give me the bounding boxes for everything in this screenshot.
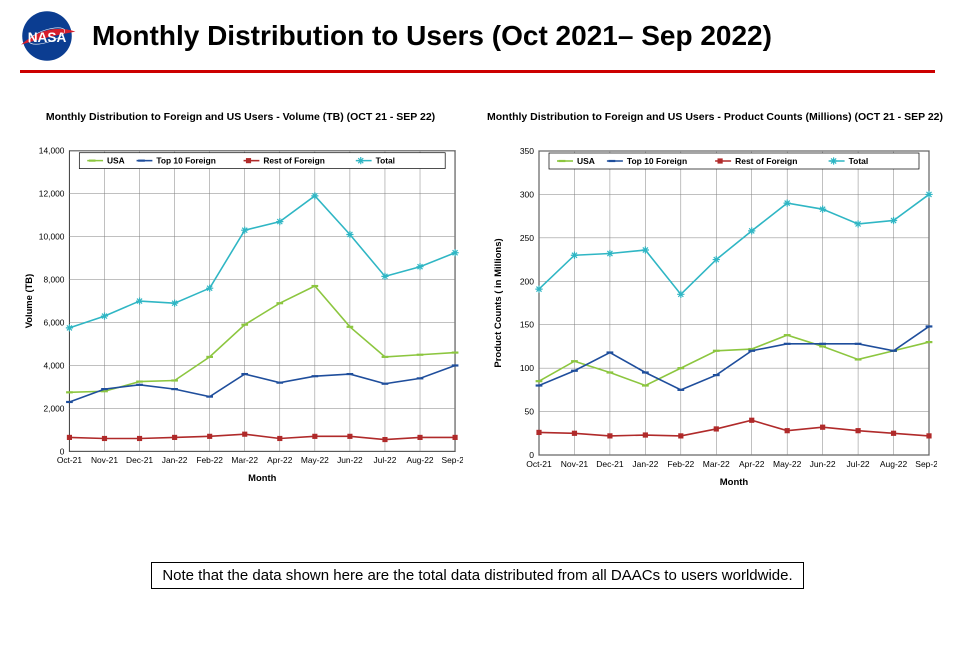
chart-volume-svg: 02,0004,0006,0008,00010,00012,00014,000O… [18,129,463,505]
svg-text:Feb-22: Feb-22 [667,459,694,469]
page-title: Monthly Distribution to Users (Oct 2021–… [92,21,772,52]
svg-text:Dec-21: Dec-21 [596,459,624,469]
svg-text:Total: Total [849,156,869,166]
svg-text:Nov-21: Nov-21 [91,455,118,465]
svg-text:Nov-21: Nov-21 [561,459,589,469]
svg-text:12,000: 12,000 [39,189,65,199]
svg-text:300: 300 [520,189,534,199]
svg-text:Total: Total [376,156,395,166]
slide: NASA Monthly Distribution to Users (Oct … [0,0,955,667]
svg-text:Rest of Foreign: Rest of Foreign [735,156,797,166]
header: NASA Monthly Distribution to Users (Oct … [0,0,955,66]
svg-text:4,000: 4,000 [43,360,64,370]
svg-text:May-22: May-22 [773,459,802,469]
svg-text:Mar-22: Mar-22 [231,455,258,465]
svg-text:6,000: 6,000 [43,317,64,327]
svg-text:8,000: 8,000 [43,275,64,285]
svg-text:Jan-22: Jan-22 [162,455,188,465]
chart-volume: Monthly Distribution to Foreign and US U… [18,111,463,514]
svg-text:Mar-22: Mar-22 [703,459,730,469]
svg-text:Jun-22: Jun-22 [337,455,363,465]
svg-text:Dec-21: Dec-21 [126,455,153,465]
svg-text:10,000: 10,000 [39,232,65,242]
svg-text:50: 50 [525,407,535,417]
svg-text:250: 250 [520,233,534,243]
svg-text:150: 150 [520,320,534,330]
svg-text:Aug-22: Aug-22 [880,459,908,469]
svg-text:100: 100 [520,363,534,373]
svg-text:Month: Month [248,472,276,483]
charts-row: Monthly Distribution to Foreign and US U… [0,111,955,514]
svg-text:200: 200 [520,276,534,286]
header-rule [20,70,935,73]
svg-text:Product Counts ( in Millions): Product Counts ( in Millions) [493,238,504,367]
svg-text:Jan-22: Jan-22 [632,459,658,469]
footnote-wrap: Note that the data shown here are the to… [0,562,955,589]
svg-text:NASA: NASA [28,30,67,45]
svg-text:Apr-22: Apr-22 [739,459,765,469]
svg-text:Feb-22: Feb-22 [196,455,223,465]
svg-text:Apr-22: Apr-22 [267,455,293,465]
svg-text:Rest of Foreign: Rest of Foreign [263,156,325,166]
svg-text:Top 10 Foreign: Top 10 Foreign [627,156,687,166]
svg-text:Sep-22: Sep-22 [442,455,463,465]
chart-title-right: Monthly Distribution to Foreign and US U… [487,111,937,123]
svg-text:Aug-22: Aug-22 [406,455,433,465]
svg-text:Jul-22: Jul-22 [847,459,870,469]
svg-text:Oct-21: Oct-21 [526,459,552,469]
svg-text:14,000: 14,000 [39,146,65,156]
nasa-logo-icon: NASA [16,10,78,62]
svg-text:Top 10 Foreign: Top 10 Foreign [156,156,216,166]
svg-text:Sep-22: Sep-22 [915,459,937,469]
chart-products-svg: 050100150200250300350Oct-21Nov-21Dec-21J… [487,129,937,509]
footnote: Note that the data shown here are the to… [151,562,803,589]
svg-text:Jun-22: Jun-22 [810,459,836,469]
chart-products: Monthly Distribution to Foreign and US U… [487,111,937,514]
svg-text:Volume (TB): Volume (TB) [23,274,34,329]
svg-text:Oct-21: Oct-21 [57,455,83,465]
svg-text:May-22: May-22 [301,455,329,465]
svg-text:Jul-22: Jul-22 [374,455,397,465]
svg-text:USA: USA [107,156,125,166]
svg-text:350: 350 [520,146,534,156]
svg-text:Month: Month [720,477,749,488]
svg-text:USA: USA [577,156,595,166]
chart-title-left: Monthly Distribution to Foreign and US U… [18,111,463,123]
svg-text:2,000: 2,000 [43,403,64,413]
